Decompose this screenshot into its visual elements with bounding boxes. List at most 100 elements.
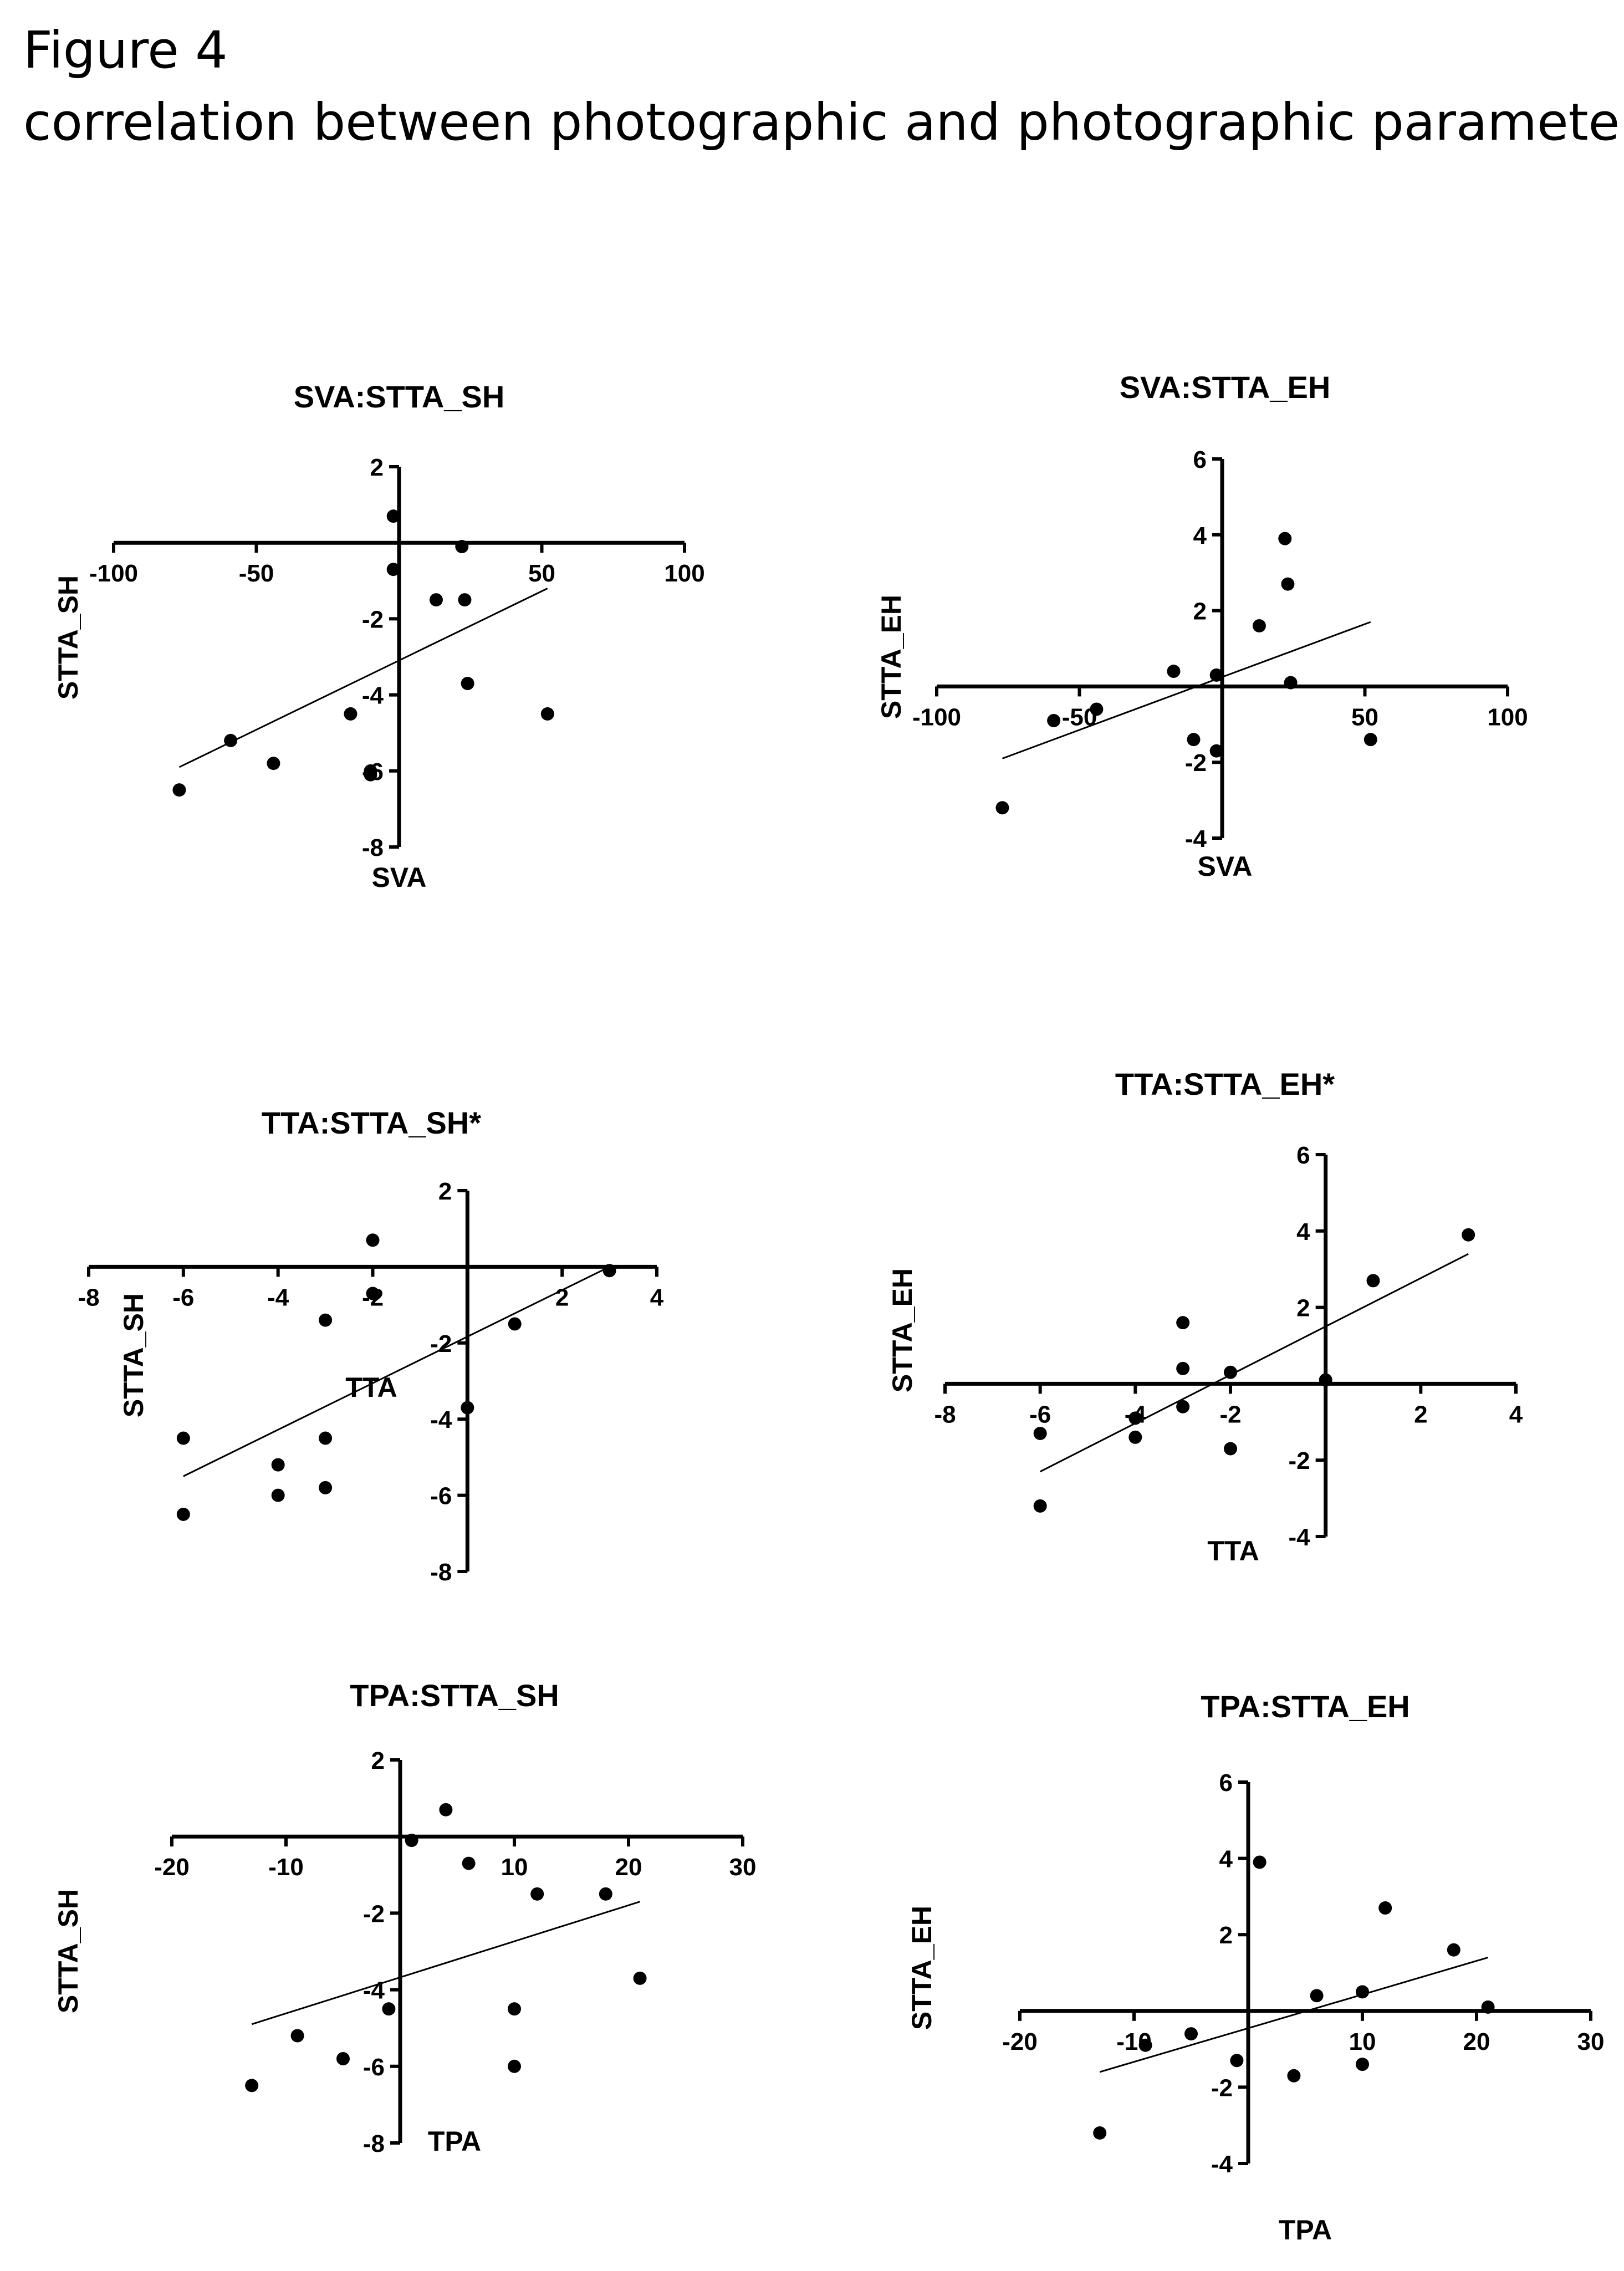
data-point (267, 757, 280, 770)
data-point (1209, 744, 1223, 758)
y-tick-label: -2 (1185, 749, 1207, 777)
x-tick-label: -100 (912, 703, 961, 731)
y-tick-label: 2 (1296, 1295, 1310, 1322)
x-tick-label: 30 (1577, 2028, 1605, 2055)
x-tick-label: 30 (729, 1854, 757, 1881)
trend-line (1002, 621, 1371, 759)
x-tick-label: 50 (528, 560, 555, 587)
trend-line (1039, 1253, 1469, 1473)
data-point (224, 733, 238, 747)
data-point (633, 1971, 647, 1985)
data-point (1093, 2126, 1107, 2140)
x-tick-label: -8 (934, 1401, 956, 1428)
x-tick-label: 10 (501, 1854, 528, 1881)
panel-title: SVA:STTA_SH (294, 379, 505, 414)
data-point (1138, 2038, 1152, 2052)
data-point (458, 593, 472, 607)
data-point (245, 2079, 259, 2093)
data-point (1176, 1400, 1190, 1413)
data-point (319, 1481, 333, 1494)
data-point (1363, 733, 1377, 747)
figure-title: Figure 4 (23, 21, 228, 80)
y-tick-label: 4 (1219, 1846, 1233, 1873)
y-tick-label: -6 (430, 1483, 452, 1510)
data-point (1310, 1989, 1324, 2003)
data-point (176, 1431, 190, 1445)
y-tick-label: 2 (1219, 1922, 1233, 1949)
panel-title: TPA:STTA_SH (350, 1678, 559, 1713)
panel-title: TPA:STTA_EH (1201, 1689, 1409, 1724)
x-axis-label: TTA (345, 1372, 397, 1403)
data-point (1047, 713, 1061, 727)
x-tick-label: -2 (1219, 1401, 1241, 1428)
data-point (319, 1313, 333, 1327)
data-point (1356, 2058, 1369, 2071)
x-tick-label: -10 (268, 1854, 304, 1881)
data-point (1224, 1442, 1237, 1456)
data-point (366, 1233, 380, 1247)
data-point (1447, 1943, 1460, 1957)
data-point (1278, 532, 1292, 545)
data-point (1176, 1361, 1190, 1375)
y-tick-label: -8 (430, 1559, 452, 1586)
x-axis-label: SVA (371, 862, 426, 893)
y-tick-label: -4 (1211, 2151, 1233, 2178)
data-point (508, 1317, 522, 1331)
trend-line (1099, 1957, 1489, 2073)
y-axis-label: STTA_SH (118, 1293, 149, 1417)
y-tick-label: -2 (362, 606, 384, 633)
y-tick-label: -8 (362, 834, 384, 861)
x-tick-label: -8 (78, 1284, 99, 1311)
x-tick-label: -20 (154, 1854, 190, 1881)
trend-line (251, 1901, 641, 2025)
data-point (1090, 702, 1104, 716)
data-point (1184, 2027, 1198, 2041)
data-point (1319, 1373, 1332, 1387)
x-tick-label: -6 (172, 1284, 194, 1311)
y-tick-label: -6 (363, 2054, 385, 2081)
y-tick-label: 2 (438, 1178, 452, 1205)
scatter-panel-3: TTA:STTA_SH*-8-6-4-2242-2-4-6-8TTASTTA_S… (78, 1105, 663, 1586)
x-tick-label: 4 (1509, 1401, 1523, 1428)
y-tick-label: -4 (1289, 1524, 1311, 1551)
scatter-panel-1: SVA:STTA_SH-100-50501002-2-4-6-8SVASTTA_… (53, 379, 705, 893)
y-tick-label: -4 (430, 1406, 452, 1433)
trend-line (178, 588, 548, 768)
data-point (1033, 1499, 1047, 1513)
data-point (364, 768, 377, 782)
data-point (540, 707, 554, 721)
x-tick-label: 4 (650, 1284, 664, 1311)
data-point (995, 801, 1009, 815)
panel-title: TTA:STTA_EH* (1115, 1066, 1335, 1101)
data-point (1481, 2000, 1495, 2014)
data-point (461, 1401, 474, 1415)
y-tick-label: -2 (1289, 1447, 1310, 1474)
data-point (386, 509, 400, 523)
x-axis-label: TPA (428, 2126, 481, 2157)
data-point (290, 2029, 304, 2043)
y-tick-label: -8 (363, 2130, 385, 2157)
data-point (508, 2002, 521, 2016)
y-axis-label: STTA_SH (53, 575, 84, 700)
data-point (455, 540, 469, 554)
x-tick-label: 100 (664, 560, 704, 587)
data-point (366, 1287, 380, 1300)
data-point (176, 1507, 190, 1521)
x-tick-label: -100 (89, 560, 138, 587)
data-point (344, 707, 358, 721)
x-axis-label: TPA (1279, 2214, 1332, 2246)
data-point (172, 783, 186, 797)
data-point (1281, 577, 1295, 591)
data-point (319, 1431, 333, 1445)
data-point (599, 1887, 612, 1901)
y-tick-label: 4 (1296, 1218, 1310, 1246)
data-point (1167, 665, 1181, 678)
data-point (336, 2051, 350, 2065)
data-point (1253, 1855, 1266, 1869)
data-point (1224, 1365, 1237, 1379)
data-point (1287, 2069, 1301, 2083)
data-point (439, 1803, 453, 1816)
y-tick-label: -2 (363, 1900, 385, 1927)
